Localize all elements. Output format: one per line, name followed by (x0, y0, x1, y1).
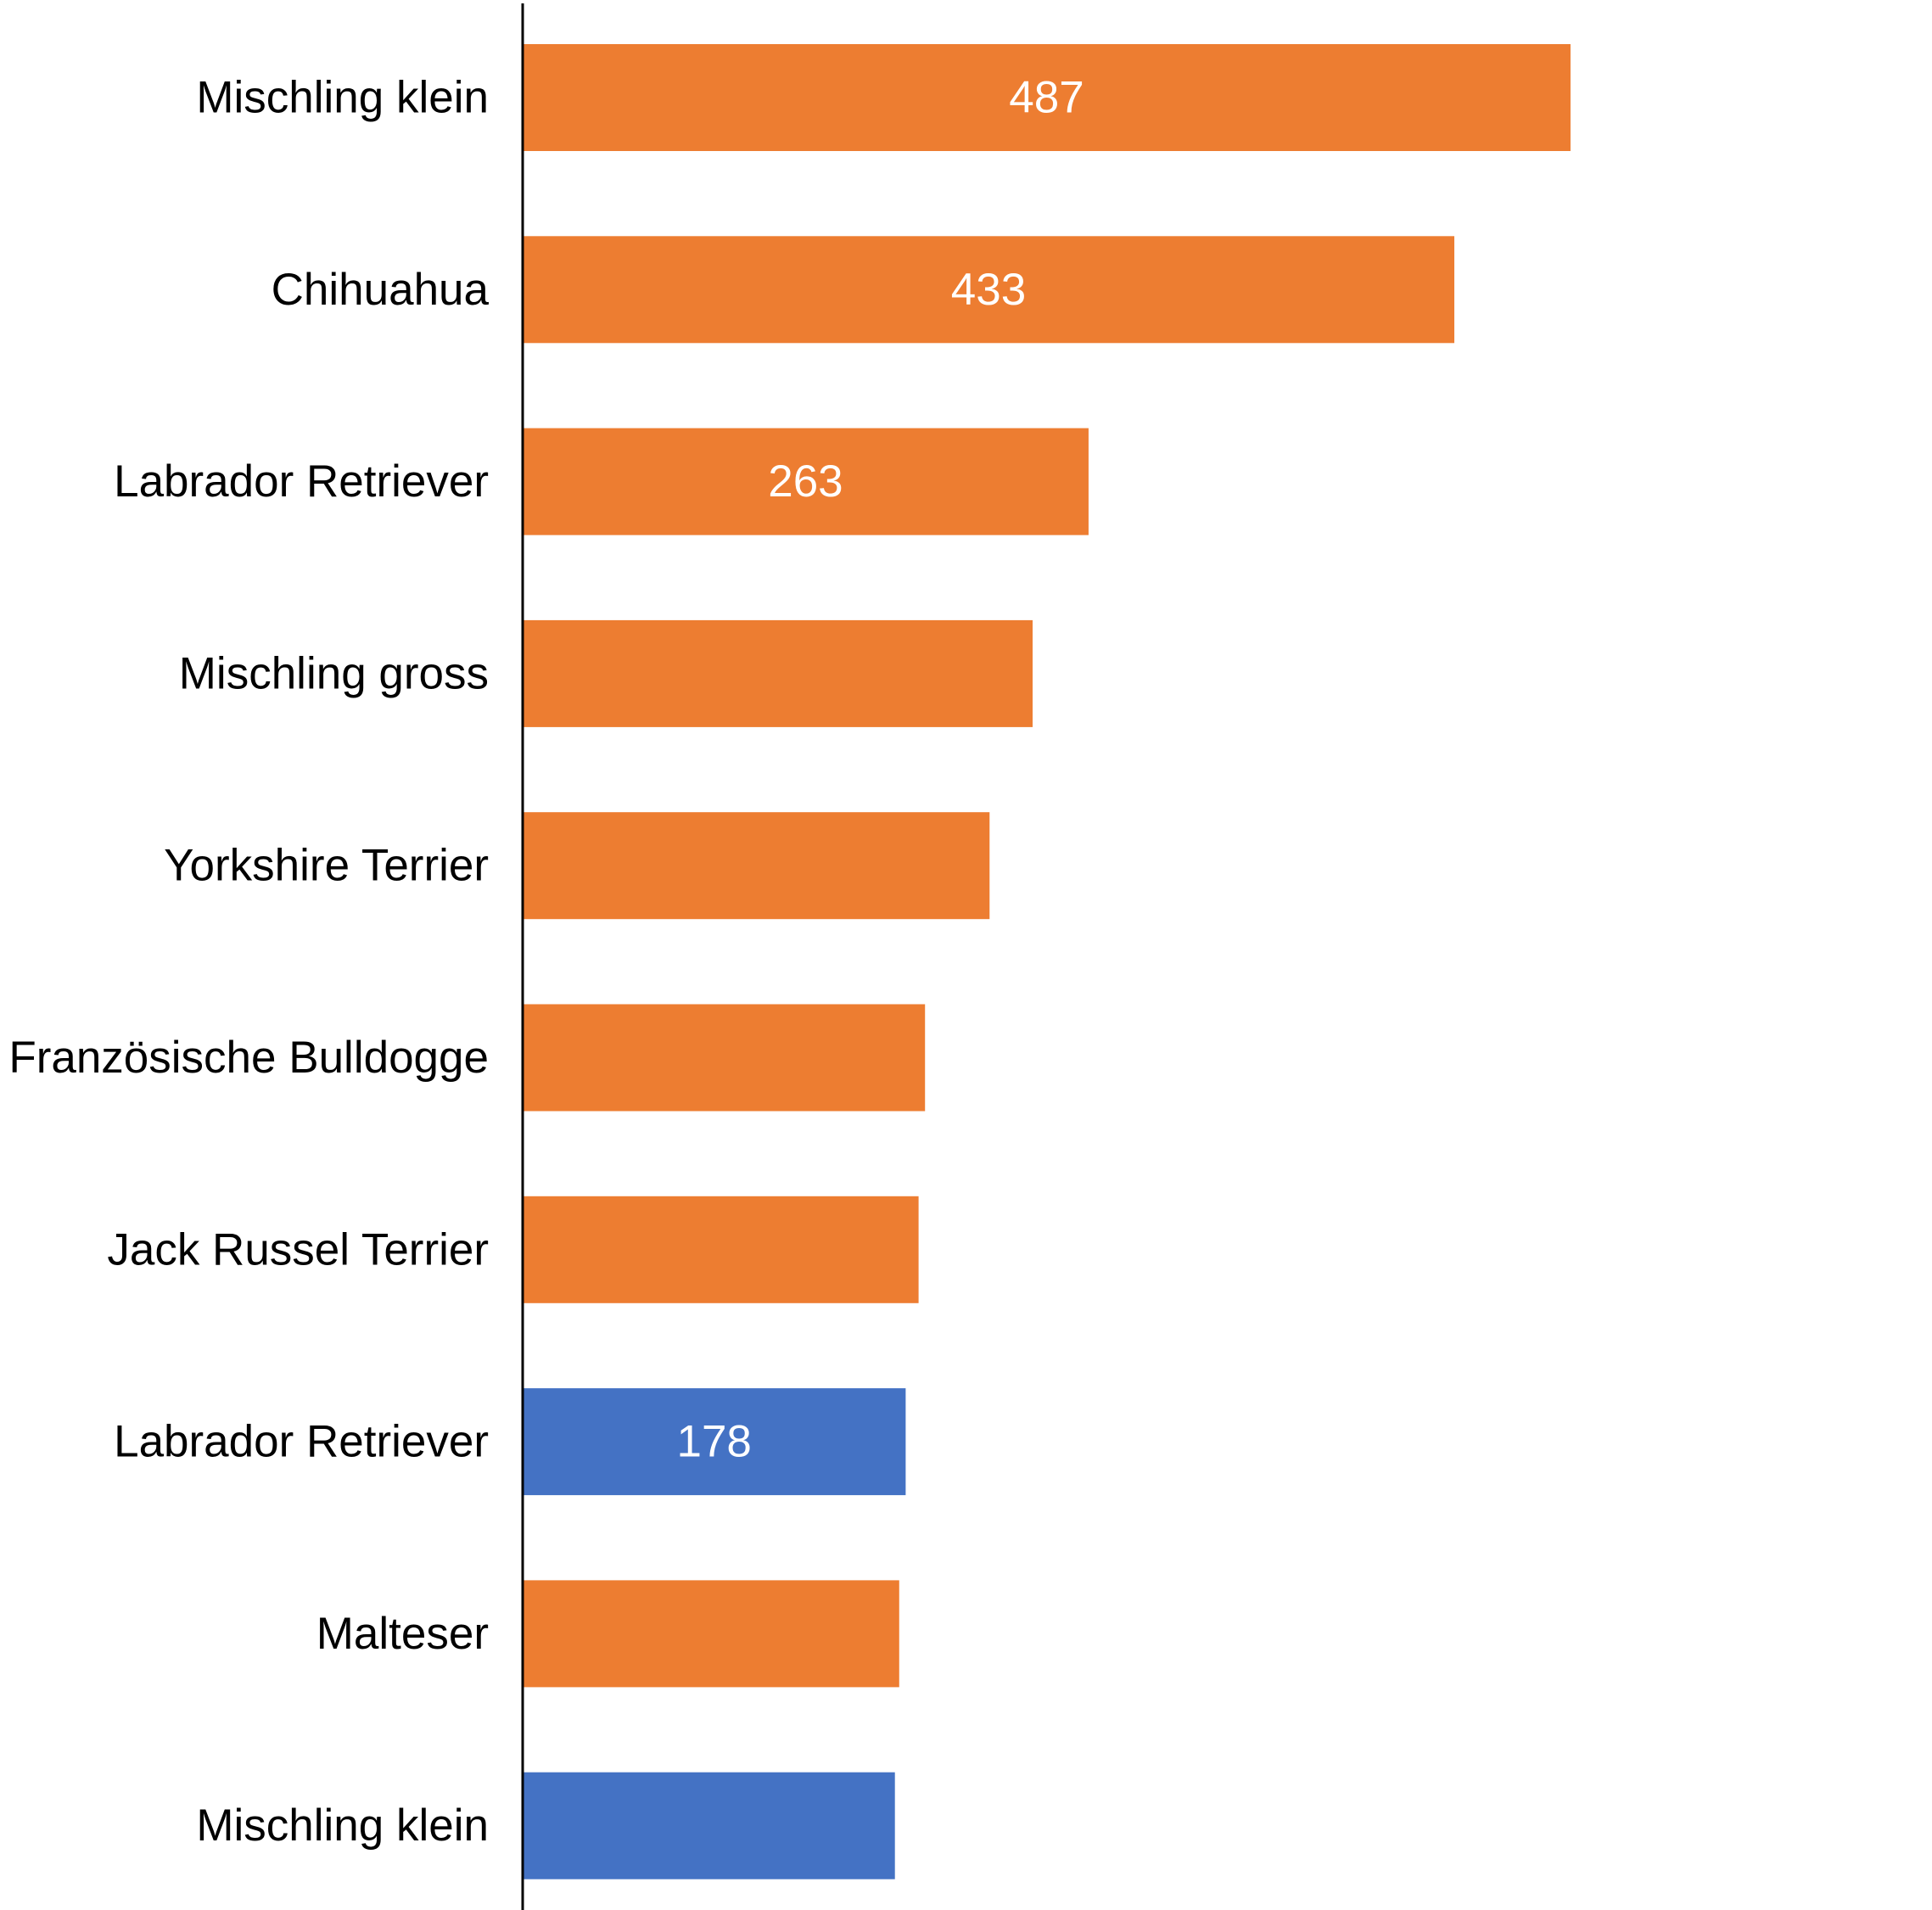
category-label: Yorkshire Terrier (164, 841, 489, 891)
category-label: Mischling klein (196, 73, 489, 123)
bar (523, 1196, 919, 1303)
bar (523, 1772, 895, 1879)
category-label: Malteser (316, 1609, 489, 1659)
category-label: Mischling gross (179, 648, 489, 698)
category-labels-group: Mischling klein Chihuahua Labrador Retriev… (8, 73, 489, 1851)
bar (523, 812, 990, 920)
bar (523, 1388, 906, 1496)
bar (523, 619, 1033, 727)
bar (523, 236, 1455, 344)
category-label: Labrador Retriever (114, 1417, 489, 1467)
data-label: 433 (951, 265, 1026, 315)
bar (523, 44, 1571, 151)
data-label: 178 (676, 1417, 751, 1467)
category-label: Chihuahua (272, 265, 490, 315)
category-label: Mischling klein (196, 1801, 489, 1851)
data-label: 263 (768, 456, 843, 507)
category-label: Französische Bulldogge (8, 1033, 489, 1083)
bars-group (523, 44, 1571, 1879)
category-label: Labrador Retriever (114, 456, 489, 507)
data-labels-group: 487 433 263 178 (676, 73, 1084, 1467)
bar (523, 428, 1089, 535)
bar (523, 1580, 899, 1688)
data-label: 487 (1009, 73, 1084, 123)
bar (523, 1004, 926, 1112)
category-label: Jack Russel Terrier (107, 1224, 489, 1274)
